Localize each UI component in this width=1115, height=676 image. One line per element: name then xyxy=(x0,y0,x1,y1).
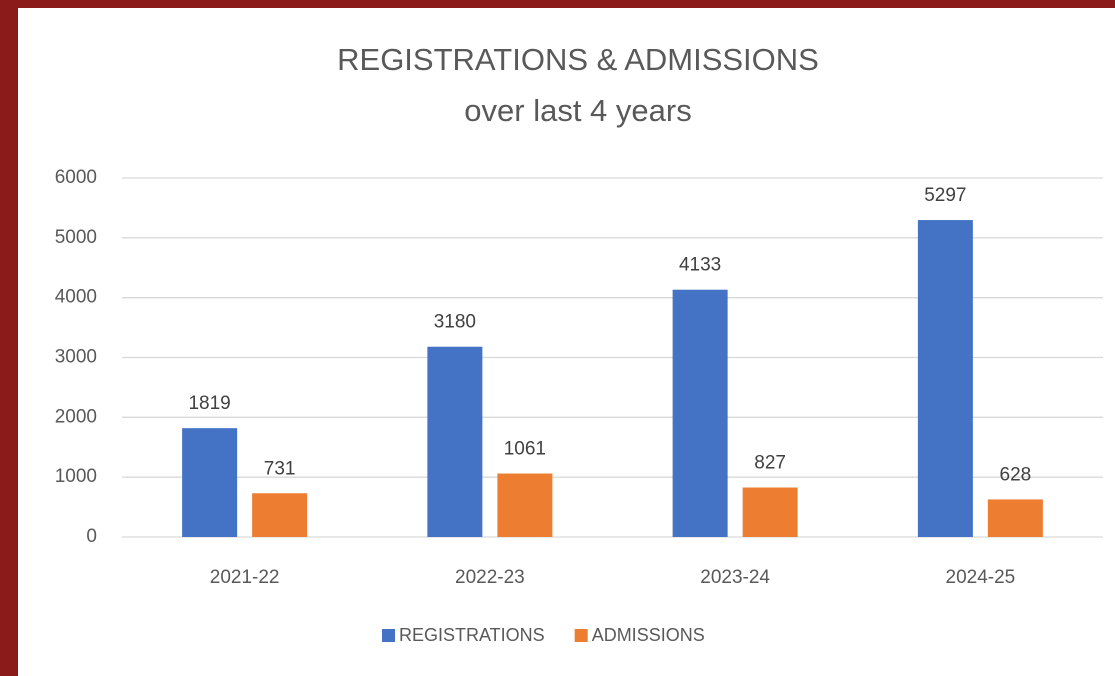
legend-label: ADMISSIONS xyxy=(592,625,705,645)
value-label: 3180 xyxy=(434,312,476,333)
chart-subtitle: over last 4 years xyxy=(464,93,691,128)
value-label: 628 xyxy=(1000,464,1032,485)
x-tick-label: 2021-22 xyxy=(210,567,280,588)
y-tick-label: 2000 xyxy=(55,406,97,427)
legend-swatch xyxy=(574,629,588,642)
value-label: 5297 xyxy=(924,185,966,206)
legend-swatch xyxy=(382,629,395,642)
y-tick-label: 5000 xyxy=(55,227,97,248)
value-label: 827 xyxy=(754,453,786,474)
value-label: 1819 xyxy=(188,393,230,414)
bar xyxy=(987,499,1043,537)
y-tick-label: 4000 xyxy=(55,287,97,308)
x-tick-label: 2023-24 xyxy=(700,567,770,588)
value-label: 1061 xyxy=(504,439,546,460)
y-tick-label: 0 xyxy=(86,526,97,547)
bar xyxy=(917,220,973,537)
chart-title: REGISTRATIONS & ADMISSIONS xyxy=(337,42,819,77)
legend-label: REGISTRATIONS xyxy=(399,625,545,645)
value-label: 731 xyxy=(264,458,296,479)
x-tick-label: 2022-23 xyxy=(455,567,525,588)
y-tick-label: 6000 xyxy=(55,167,97,188)
bar xyxy=(742,487,798,537)
x-tick-label: 2024-25 xyxy=(946,567,1016,588)
bar xyxy=(427,346,483,537)
bar xyxy=(252,493,308,537)
y-tick-label: 1000 xyxy=(55,466,97,487)
y-tick-label: 3000 xyxy=(55,347,97,368)
value-label: 4133 xyxy=(679,255,721,276)
bar xyxy=(672,289,728,537)
bar xyxy=(182,428,238,537)
bar xyxy=(497,473,553,537)
